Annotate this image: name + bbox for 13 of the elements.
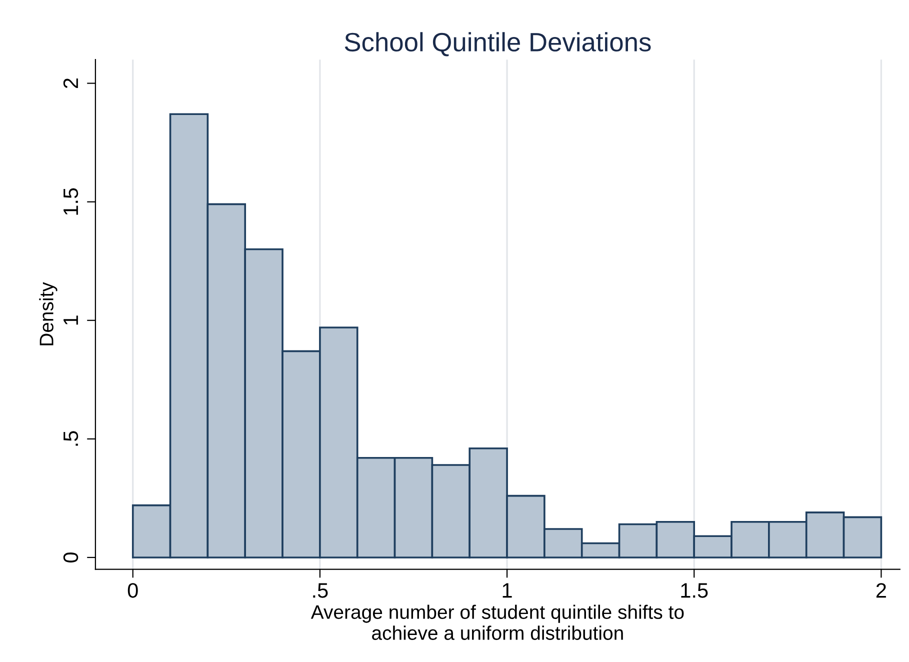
x-tick-label: 0 (128, 583, 138, 598)
y-tick-label: 0 (63, 552, 78, 562)
y-axis-title: Density (39, 282, 58, 346)
chart-title: School Quintile Deviations (344, 32, 651, 56)
x-tick-label: .5 (313, 583, 328, 598)
y-tick-label: .5 (64, 431, 78, 446)
x-tick-label: 2 (876, 583, 886, 598)
y-tick-label: 1 (64, 316, 78, 325)
y-tick-label: 2 (63, 78, 78, 88)
x-tick-label: 1.5 (681, 583, 708, 598)
y-tick-label: 1.5 (64, 188, 78, 215)
x-tick-label: 1 (502, 583, 512, 598)
x-axis-title: Average number of student quintile shifts to achieve a uniform distribution (310, 604, 684, 640)
